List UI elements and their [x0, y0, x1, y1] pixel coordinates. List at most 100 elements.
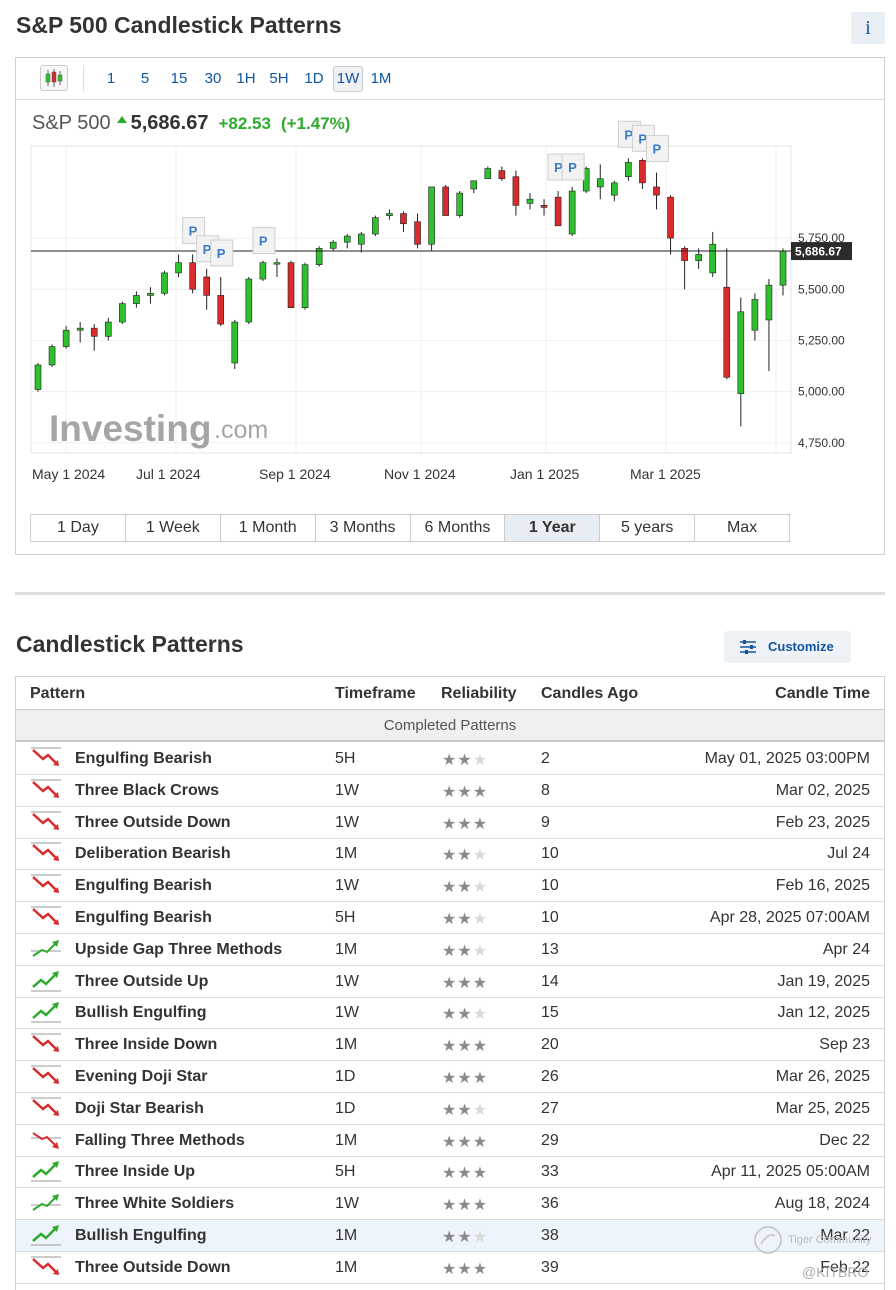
range-6-months[interactable]: 6 Months — [411, 515, 506, 541]
timeframe-1m[interactable]: 1M — [370, 70, 392, 87]
timeframe-5[interactable]: 5 — [140, 70, 150, 87]
candle-body — [442, 186, 449, 216]
pattern-reliability: ★★★ — [442, 877, 488, 897]
pattern-reliability: ★★★ — [442, 1163, 488, 1183]
pattern-row[interactable]: Evening Doji Star 1D ★★★ 26 Mar 26, 2025 — [16, 1061, 884, 1093]
pattern-row[interactable]: Doji Star Bearish 1D ★★★ 27 Mar 25, 2025 — [16, 1093, 884, 1125]
col-candles-ago[interactable]: Candles Ago — [541, 685, 639, 702]
pattern-row[interactable]: Deliberation Bearish 1M ★★★ 10 Jul 24 — [16, 838, 884, 871]
pattern-row[interactable]: Three Inside Down 1M ★★★ 20 Sep 23 — [16, 1029, 884, 1062]
candlestick-chart[interactable]: 5,750.00 5,500.00 5,250.00 5,000.00 4,750.00… — [16, 58, 884, 508]
candlestick-type-button[interactable] — [40, 65, 68, 91]
pattern-row[interactable]: Falling Three Methods 1M ★★★ 29 Dec 22 — [16, 1125, 884, 1157]
pattern-marker[interactable] — [645, 135, 669, 163]
candle-body — [301, 264, 309, 308]
pattern-direction — [30, 969, 62, 998]
star-icon: ★ — [442, 752, 458, 769]
col-candle-time[interactable]: Candle Time — [775, 685, 870, 702]
pattern-name[interactable]: Three Inside Down — [75, 1036, 218, 1054]
pattern-name[interactable]: Three Outside Down — [75, 813, 231, 831]
pattern-row[interactable]: Three White Soldiers 1W ★★★ 36 Aug 18, 2024 — [16, 1188, 884, 1221]
pattern-row[interactable]: Three Outside Up 1W ★★★ 14 Jan 19, 2025 — [16, 966, 884, 998]
pattern-name[interactable]: Doji Star Bearish — [75, 1099, 204, 1117]
pattern-name[interactable]: Engulfing Bearish — [75, 877, 212, 895]
candle-body — [428, 186, 435, 245]
range-1-day[interactable]: 1 Day — [31, 515, 126, 541]
pattern-timeframe: 1M — [335, 1131, 358, 1149]
pattern-reliability: ★★★ — [442, 941, 488, 961]
col-reliability[interactable]: Reliability — [441, 685, 517, 702]
pattern-candle-time: Feb 16, 2025 — [775, 877, 870, 895]
pattern-name[interactable]: Three Black Crows — [75, 781, 220, 799]
pattern-marker[interactable] — [561, 153, 585, 181]
timeframe-1h[interactable]: 1H — [236, 70, 256, 87]
pattern-row[interactable]: Engulfing Bearish 5H ★★★ 10 Apr 28, 2025 07:… — [16, 902, 884, 934]
star-icon: ★ — [442, 783, 458, 801]
table-header: Pattern Timeframe Reliability Candles Ag… — [16, 677, 884, 710]
pattern-direction — [30, 778, 62, 807]
pattern-candle-time: Apr 28, 2025 07:00AM — [709, 909, 870, 926]
range-3-months[interactable]: 3 Months — [316, 515, 411, 541]
col-timeframe[interactable]: Timeframe — [335, 685, 416, 702]
info-icon[interactable]: i — [851, 12, 885, 44]
star-icon: ★ — [472, 1038, 489, 1056]
range-5-years[interactable]: 5 years — [600, 515, 696, 541]
candle-body — [751, 299, 759, 331]
timeframe-1w[interactable]: 1W — [333, 66, 363, 92]
pattern-marker[interactable] — [252, 227, 276, 255]
range-1-year[interactable]: 1 Year — [505, 515, 601, 541]
pattern-name[interactable]: Three Inside Up — [75, 1163, 196, 1181]
timeframe-30[interactable]: 30 — [204, 70, 222, 87]
star-icon: ★ — [457, 911, 473, 928]
pattern-direction — [30, 1096, 62, 1125]
pattern-direction — [30, 905, 62, 934]
timeframe-15[interactable]: 15 — [170, 70, 188, 87]
pattern-name[interactable]: Engulfing Bearish — [75, 909, 212, 926]
pattern-row[interactable]: Upside Gap Three Methods 1M ★★★ 13 Apr 24 — [16, 934, 884, 966]
y-tick-label: 4,750.00 — [798, 436, 845, 450]
pattern-name[interactable]: Bullish Engulfing — [75, 1227, 207, 1244]
pattern-timeframe: 5H — [335, 750, 356, 767]
col-pattern[interactable]: Pattern — [30, 685, 86, 702]
customize-button[interactable]: Customize — [724, 631, 851, 663]
timeframe-1[interactable]: 1 — [106, 70, 116, 87]
candle-body — [34, 364, 42, 390]
range-1-week[interactable]: 1 Week — [126, 515, 221, 541]
pattern-name[interactable]: Falling Three Methods — [75, 1131, 245, 1149]
candle-body — [681, 248, 688, 261]
pattern-row[interactable]: Three Black Crows 1W ★★★ 8 Mar 02, 2025 — [16, 775, 884, 807]
pattern-reliability: ★★★ — [442, 973, 488, 993]
pattern-row[interactable]: Bullish Engulfing 1W ★★★ 15 Jan 12, 2025 — [16, 997, 884, 1030]
pattern-name[interactable]: Engulfing Bearish — [75, 750, 212, 767]
candle-body — [287, 262, 295, 308]
quote-header: S&P 500 5,686.67 +82.53 (+1.47%) — [32, 112, 350, 135]
pattern-name[interactable]: Deliberation Bearish — [75, 845, 231, 863]
pattern-candles-ago: 29 — [541, 1131, 559, 1149]
bullish-continuation-icon — [31, 939, 61, 957]
pattern-row[interactable]: Three Outside Down 1M ★★★ 39 Feb 22 — [16, 1252, 884, 1284]
pattern-name[interactable]: Three Outside Up — [75, 972, 209, 990]
range-max[interactable]: Max — [726, 519, 758, 536]
star-icon: ★ — [442, 1165, 458, 1183]
pattern-name[interactable]: Upside Gap Three Methods — [75, 940, 283, 958]
pattern-name[interactable]: Bullish Engulfing — [75, 1004, 207, 1022]
range-1-month[interactable]: 1 Month — [221, 515, 316, 541]
timeframe-5h[interactable]: 5H — [269, 70, 289, 87]
pattern-marker[interactable] — [210, 239, 234, 267]
star-icon: ★ — [442, 815, 458, 833]
pattern-row[interactable]: Three Outside Down 1W ★★★ 9 Feb 23, 2025 — [16, 807, 884, 839]
pattern-row[interactable]: Engulfing Bearish 5H ★★★ 2 May 01, 2025 03:0… — [16, 743, 884, 775]
pattern-name[interactable]: Three Outside Down — [75, 1258, 231, 1276]
timeframe-1d[interactable]: 1D — [304, 70, 324, 87]
pattern-candles-ago: 10 — [541, 877, 559, 895]
candle-body — [498, 170, 506, 180]
pattern-name[interactable]: Three White Soldiers — [75, 1195, 235, 1213]
pattern-timeframe: 1D — [335, 1068, 356, 1085]
pattern-name[interactable]: Evening Doji Star — [75, 1068, 208, 1085]
pattern-row[interactable]: Engulfing Bearish 1W ★★★ 10 Feb 16, 2025 — [16, 870, 884, 903]
pattern-row[interactable]: Three Inside Up 5H ★★★ 33 Apr 11, 2025 05:00… — [16, 1156, 884, 1189]
star-icon: ★ — [457, 752, 473, 769]
pattern-row[interactable]: Bullish Engulfing 1M ★★★ 38 Mar 22 — [16, 1220, 884, 1252]
pattern-marker-label: P — [259, 234, 268, 249]
pattern-candles-ago: 38 — [541, 1227, 559, 1244]
